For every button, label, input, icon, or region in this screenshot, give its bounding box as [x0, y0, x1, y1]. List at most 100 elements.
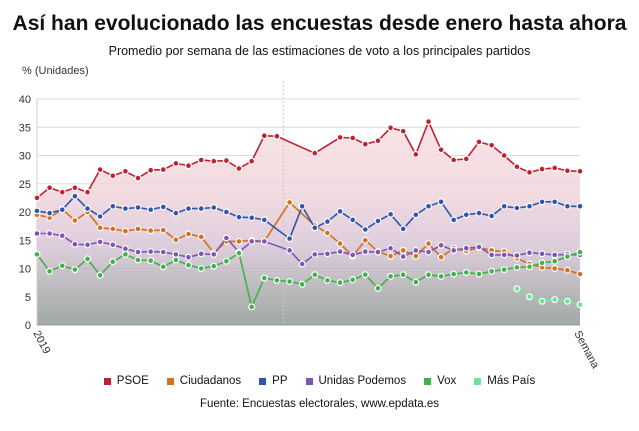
- data-point-psoe[interactable]: [399, 127, 407, 135]
- data-point-pp[interactable]: [260, 216, 268, 224]
- data-point-vox[interactable]: [33, 250, 41, 258]
- data-point-vox[interactable]: [500, 266, 508, 274]
- data-point-pp[interactable]: [210, 204, 218, 212]
- data-point-ciudadanos[interactable]: [551, 265, 559, 273]
- data-point-psoe[interactable]: [488, 141, 496, 149]
- data-point-pp[interactable]: [286, 235, 294, 243]
- data-point-unidas-podemos[interactable]: [551, 251, 559, 259]
- data-point-psoe[interactable]: [159, 166, 167, 174]
- data-point-vox[interactable]: [71, 266, 79, 274]
- data-point-psoe[interactable]: [425, 118, 433, 126]
- data-point-pp[interactable]: [235, 213, 243, 221]
- data-point-psoe[interactable]: [437, 146, 445, 154]
- data-point-psoe[interactable]: [462, 155, 470, 163]
- data-point-unidas-podemos[interactable]: [159, 248, 167, 256]
- data-point-pp[interactable]: [96, 213, 104, 221]
- data-point-pp[interactable]: [425, 202, 433, 210]
- data-point-unidas-podemos[interactable]: [210, 250, 218, 258]
- data-point-ciudadanos[interactable]: [159, 226, 167, 234]
- data-point-ciudadanos[interactable]: [172, 236, 180, 244]
- data-point-psoe[interactable]: [33, 194, 41, 202]
- data-point-pp[interactable]: [71, 192, 79, 200]
- data-point-pp[interactable]: [525, 202, 533, 210]
- data-point-unidas-podemos[interactable]: [323, 250, 331, 258]
- data-point-pp[interactable]: [33, 207, 41, 215]
- data-point-vox[interactable]: [197, 265, 205, 273]
- data-point-pp[interactable]: [83, 205, 91, 213]
- data-point-vox[interactable]: [273, 276, 281, 284]
- data-point-pp[interactable]: [336, 207, 344, 215]
- data-point-m-s-pa-s[interactable]: [576, 301, 584, 309]
- data-point-psoe[interactable]: [172, 159, 180, 167]
- data-point-unidas-podemos[interactable]: [109, 241, 117, 249]
- data-point-unidas-podemos[interactable]: [311, 250, 319, 258]
- data-point-vox[interactable]: [159, 263, 167, 271]
- data-point-unidas-podemos[interactable]: [336, 248, 344, 256]
- data-point-vox[interactable]: [437, 272, 445, 280]
- data-point-pp[interactable]: [311, 224, 319, 232]
- data-point-pp[interactable]: [576, 202, 584, 210]
- data-point-unidas-podemos[interactable]: [425, 248, 433, 256]
- data-point-unidas-podemos[interactable]: [437, 241, 445, 249]
- data-point-vox[interactable]: [83, 255, 91, 263]
- data-point-unidas-podemos[interactable]: [538, 250, 546, 258]
- data-point-psoe[interactable]: [500, 152, 508, 160]
- data-point-unidas-podemos[interactable]: [525, 249, 533, 257]
- data-point-vox[interactable]: [538, 259, 546, 267]
- data-point-ciudadanos[interactable]: [185, 230, 193, 238]
- data-point-vox[interactable]: [387, 272, 395, 280]
- data-point-pp[interactable]: [159, 203, 167, 211]
- data-point-pp[interactable]: [374, 217, 382, 225]
- data-point-psoe[interactable]: [96, 166, 104, 174]
- data-point-pp[interactable]: [412, 211, 420, 219]
- data-point-vox[interactable]: [399, 271, 407, 279]
- data-point-psoe[interactable]: [374, 137, 382, 145]
- data-point-pp[interactable]: [248, 214, 256, 222]
- data-point-m-s-pa-s[interactable]: [513, 285, 521, 293]
- data-point-ciudadanos[interactable]: [563, 266, 571, 274]
- data-point-unidas-podemos[interactable]: [298, 260, 306, 268]
- data-point-unidas-podemos[interactable]: [197, 250, 205, 258]
- data-point-ciudadanos[interactable]: [412, 252, 420, 260]
- data-point-ciudadanos[interactable]: [323, 229, 331, 237]
- data-point-unidas-podemos[interactable]: [260, 237, 268, 245]
- data-point-unidas-podemos[interactable]: [513, 252, 521, 260]
- data-point-psoe[interactable]: [349, 134, 357, 142]
- data-point-pp[interactable]: [323, 218, 331, 226]
- legend-item-unidas-podemos[interactable]: Unidas Podemos: [305, 375, 406, 387]
- data-point-pp[interactable]: [563, 202, 571, 210]
- data-point-pp[interactable]: [121, 205, 129, 213]
- data-point-unidas-podemos[interactable]: [387, 244, 395, 252]
- data-point-vox[interactable]: [147, 257, 155, 265]
- data-point-m-s-pa-s[interactable]: [551, 296, 559, 304]
- data-point-unidas-podemos[interactable]: [248, 237, 256, 245]
- data-point-vox[interactable]: [222, 257, 230, 265]
- data-point-ciudadanos[interactable]: [96, 224, 104, 232]
- data-point-unidas-podemos[interactable]: [361, 248, 369, 256]
- data-point-psoe[interactable]: [412, 150, 420, 158]
- data-point-pp[interactable]: [349, 216, 357, 224]
- data-point-psoe[interactable]: [311, 149, 319, 157]
- data-point-vox[interactable]: [336, 279, 344, 287]
- data-point-vox[interactable]: [462, 269, 470, 277]
- legend-item-ciudadanos[interactable]: Ciudadanos: [166, 375, 241, 387]
- data-point-pp[interactable]: [488, 212, 496, 220]
- data-point-pp[interactable]: [222, 208, 230, 216]
- data-point-unidas-podemos[interactable]: [222, 234, 230, 242]
- data-point-psoe[interactable]: [109, 172, 117, 180]
- data-point-unidas-podemos[interactable]: [96, 238, 104, 246]
- data-point-unidas-podemos[interactable]: [134, 248, 142, 256]
- data-point-vox[interactable]: [58, 262, 66, 270]
- data-point-psoe[interactable]: [197, 156, 205, 164]
- data-point-unidas-podemos[interactable]: [185, 253, 193, 261]
- data-point-ciudadanos[interactable]: [235, 237, 243, 245]
- data-point-psoe[interactable]: [248, 157, 256, 165]
- data-point-pp[interactable]: [147, 206, 155, 214]
- data-point-vox[interactable]: [286, 278, 294, 286]
- data-point-vox[interactable]: [323, 276, 331, 284]
- data-point-pp[interactable]: [500, 202, 508, 210]
- data-point-vox[interactable]: [450, 270, 458, 278]
- data-point-pp[interactable]: [109, 202, 117, 210]
- data-point-ciudadanos[interactable]: [134, 225, 142, 233]
- data-point-psoe[interactable]: [361, 140, 369, 148]
